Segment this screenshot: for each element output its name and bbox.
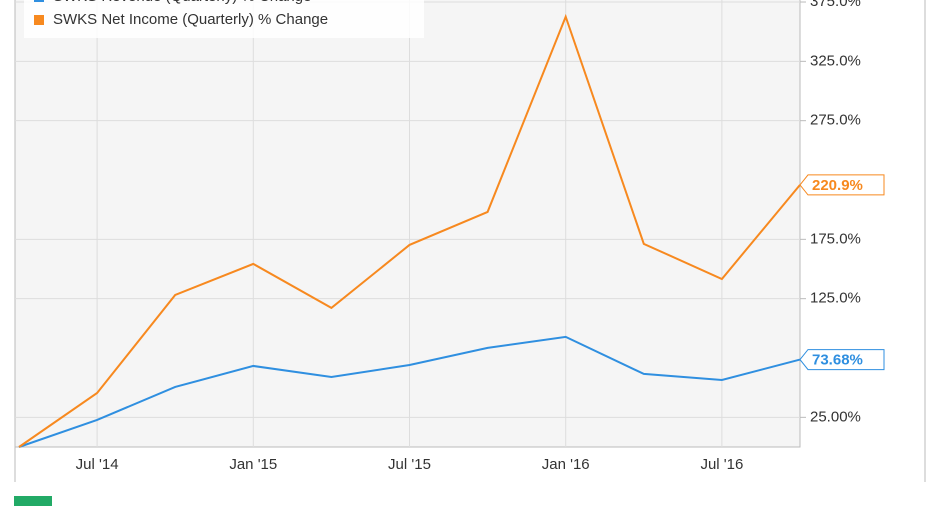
value-label: 73.68% [812,352,863,369]
y-tick-label: 25.00% [810,408,861,425]
legend-label: SWKS Net Income (Quarterly) % Change [53,11,328,28]
y-tick-label: 325.0% [810,52,861,69]
value-label-box [799,174,885,196]
series-line [18,335,801,448]
value-label-box [799,349,885,371]
x-tick-label: Jul '14 [76,456,119,473]
y-tick-label: 125.0% [810,290,861,307]
y-tick-label: 275.0% [810,112,861,129]
legend-swatch [34,0,44,2]
plot-area [14,0,801,448]
logo [14,496,52,506]
value-label: 220.9% [812,177,863,194]
y-tick-label: 175.0% [810,230,861,247]
series-line [18,13,801,448]
legend-box [24,0,424,38]
y-tick-label: 375.0% [810,0,861,10]
x-tick-label: Jan '15 [229,456,277,473]
x-tick-label: Jan '16 [542,456,590,473]
x-tick-label: Jul '15 [388,456,431,473]
legend-label: SWKS Revenue (Quarterly) % Change [53,0,311,5]
x-tick-label: Jul '16 [700,456,743,473]
legend-swatch [34,15,44,25]
